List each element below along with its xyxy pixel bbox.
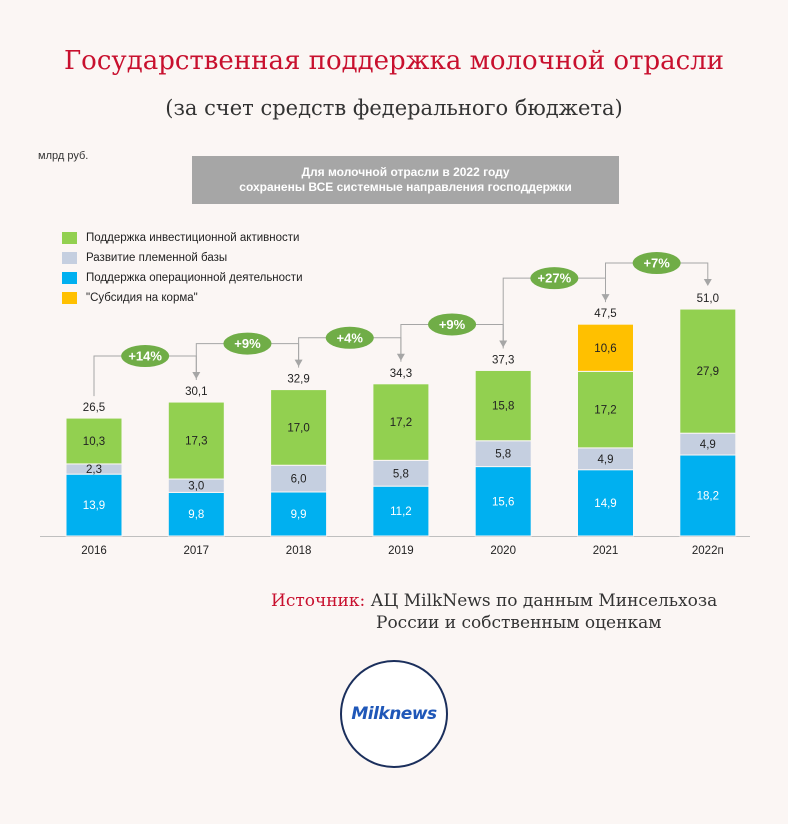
growth-badge-5 [632, 252, 681, 275]
chart-legend: Поддержка инвестиционной активности Разв… [62, 228, 303, 308]
bar-operational-2019 [372, 485, 430, 537]
total-label-2019: 34,3 [390, 368, 412, 380]
x-tick-label-2022п: 2022п [692, 545, 724, 557]
bar-investment-2018 [270, 389, 328, 466]
total-label-2017: 30,1 [185, 386, 207, 398]
total-label-2016: 26,5 [83, 402, 105, 414]
growth-label-3: +9% [439, 317, 466, 332]
value-label-investment-2019: 17,2 [390, 417, 412, 429]
growth-label-5: +7% [643, 256, 670, 271]
bar-investment-2019 [372, 383, 430, 461]
growth-label-2: +4% [337, 330, 364, 345]
total-label-2021: 47,5 [594, 308, 616, 320]
growth-label-1: +9% [234, 336, 261, 351]
bar-feed-2021 [577, 323, 634, 372]
growth-badge-1 [223, 332, 272, 355]
bar-operational-2020 [474, 466, 532, 537]
value-label-investment-2016: 10,3 [83, 436, 105, 448]
growth-label-4: +27% [538, 271, 572, 286]
milknews-logo: Milknews [340, 660, 448, 768]
value-label-investment-2021: 17,2 [594, 405, 616, 417]
x-tick-label-2020: 2020 [490, 545, 516, 557]
value-label-investment-2020: 15,8 [492, 401, 514, 413]
value-label-operational-2020: 15,6 [492, 496, 514, 508]
total-label-2022п: 51,0 [697, 293, 719, 305]
x-tick-label-2016: 2016 [81, 545, 107, 557]
bar-breeding-2019 [372, 459, 430, 487]
value-label-operational-2016: 13,9 [83, 500, 105, 512]
x-tick-label-2018: 2018 [286, 545, 312, 557]
unit-label: млрд руб. [38, 150, 89, 162]
source-label: Источник: [271, 591, 366, 611]
total-label-2018: 32,9 [287, 374, 309, 386]
page-title: Государственная поддержка молочной отрас… [63, 46, 725, 76]
bar-operational-2021 [577, 469, 634, 537]
value-label-breeding-2018: 6,0 [291, 474, 307, 486]
growth-label-0: +14% [128, 349, 162, 364]
legend-item-operational: Поддержка операционной деятельности [62, 268, 303, 288]
growth-badge-3 [428, 313, 477, 336]
legend-label-investment: Поддержка инвестиционной активности [86, 232, 300, 244]
value-label-breeding-2021: 4,9 [598, 454, 614, 466]
bar-operational-2018 [270, 491, 328, 537]
value-label-breeding-2020: 5,8 [495, 449, 511, 461]
bar-breeding-2020 [474, 440, 532, 468]
value-label-operational-2017: 9,8 [188, 509, 204, 521]
stacked-bar-chart: 13,9 2,3 10,3 26,5 2016 9,8 3,0 17,3 30,1 2017 9,9… [40, 252, 750, 557]
bar-investment-2016 [65, 417, 123, 465]
bar-investment-2020 [474, 369, 532, 442]
growth-badge-4 [530, 267, 579, 290]
bar-investment-2022п [679, 308, 737, 434]
value-label-breeding-2019: 5,8 [393, 468, 409, 480]
value-label-investment-2022п: 27,9 [697, 366, 719, 378]
legend-label-breeding: Развитие племенной базы [86, 252, 228, 264]
info-banner: Для молочной отрасли в 2022 году сохране… [192, 156, 619, 204]
value-label-operational-2022п: 18,2 [697, 491, 719, 503]
total-label-2020: 37,3 [492, 354, 514, 366]
bar-operational-2022п [679, 454, 737, 537]
value-label-breeding-2017: 3,0 [188, 481, 204, 493]
value-label-operational-2019: 11,2 [390, 506, 412, 518]
legend-label-feed: "Субсидия на корма" [86, 292, 198, 304]
legend-swatch-feed [62, 292, 77, 304]
x-tick-label-2021: 2021 [593, 545, 619, 557]
growth-badge-0 [121, 345, 170, 368]
x-tick-label-2017: 2017 [184, 545, 210, 557]
value-label-breeding-2016: 2,3 [86, 464, 102, 476]
page-subtitle: (за счет средств федерального бюджета) [165, 96, 623, 120]
legend-label-operational: Поддержка операционной деятельности [86, 272, 303, 284]
legend-swatch-operational [62, 272, 77, 284]
legend-swatch-breeding [62, 252, 77, 264]
banner-line-2: сохранены ВСЕ системные направления госп… [239, 180, 572, 194]
legend-item-breeding: Развитие племенной базы [62, 248, 303, 268]
value-label-investment-2017: 17,3 [185, 436, 207, 448]
bar-operational-2017 [167, 491, 225, 537]
banner-line-1: Для молочной отрасли в 2022 году [301, 165, 510, 179]
value-label-feed-2021: 10,6 [594, 343, 616, 355]
source-line-1: АЦ MilkNews по данным Минсельхоза [370, 591, 718, 611]
source-line-2: России и собственным оценкам [376, 613, 662, 633]
value-label-breeding-2022п: 4,9 [700, 439, 716, 451]
source-note: Источник: АЦ MilkNews по данным Минсельх… [271, 590, 717, 634]
value-label-operational-2021: 14,9 [594, 498, 616, 510]
growth-arrow-5 [703, 279, 712, 287]
legend-swatch-investment [62, 232, 77, 244]
legend-item-investment: Поддержка инвестиционной активности [62, 228, 303, 248]
legend-item-feed: "Субсидия на корма" [62, 288, 303, 308]
value-label-investment-2018: 17,0 [287, 422, 309, 434]
x-tick-label-2019: 2019 [388, 545, 414, 557]
bar-investment-2017 [167, 401, 225, 480]
bar-breeding-2018 [270, 464, 328, 493]
logo-text: Milknews [351, 704, 437, 724]
growth-badge-2 [325, 326, 374, 349]
bar-operational-2016 [65, 473, 123, 537]
value-label-operational-2018: 9,9 [291, 509, 307, 521]
